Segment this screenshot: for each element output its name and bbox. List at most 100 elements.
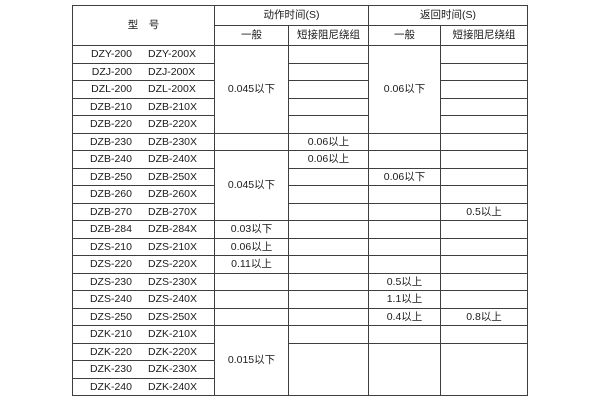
model-name: DZB-210X — [147, 100, 198, 113]
model-pair: DZL-200 DZL-200X — [74, 83, 214, 95]
return-general-cell: 0.4以上 — [368, 307, 441, 326]
action-damped-cell — [288, 255, 369, 274]
action-damped-cell — [288, 290, 369, 309]
table-row: DZB-270 DZB-270X 0.5以上 — [72, 202, 528, 221]
model-name: DZB-250 — [89, 170, 132, 183]
action-time-group-header: 动作时间(S) — [214, 5, 369, 26]
model-cell: DZB-260 DZB-260X — [72, 185, 215, 204]
model-name: DZS-250 — [89, 310, 132, 323]
model-name: DZB-270 — [89, 205, 132, 218]
table-row: DZS-230 DZS-230X 0.5以上 — [72, 272, 528, 291]
return-damped-cell — [440, 62, 528, 81]
model-pair: DZS-250 DZS-250X — [74, 310, 214, 323]
model-name: DZK-240 — [89, 380, 132, 393]
model-pair: DZB-260 DZB-260X — [74, 189, 214, 200]
table-row: DZK-220 DZK-220X — [72, 342, 528, 396]
model-pair: DZS-220 DZS-220X — [74, 259, 214, 270]
action-general-cell — [214, 307, 289, 326]
model-pair: DZB-230 DZB-230X — [74, 135, 214, 148]
return-general-cell — [368, 132, 441, 151]
model-pair: DZY-200 DZY-200X — [74, 48, 214, 60]
spec-table-body: DZY-200 DZY-200X 0.045以下 0.06以下 DZJ-200 DZJ-2… — [72, 45, 528, 396]
model-pair: DZB-284 DZB-284X — [74, 223, 214, 235]
model-pair: DZS-240 DZS-240X — [74, 293, 214, 305]
model-name: DZS-210 — [89, 240, 132, 253]
table-row: DZK-240 DZK-240X — [72, 377, 528, 396]
model-name: DZS-240 — [89, 293, 132, 305]
table-row: DZJ-200 DZJ-200X — [72, 62, 528, 81]
return-general-header: 一般 — [368, 25, 441, 46]
table-row: DZS-240 DZS-240X 1.1以上 — [72, 290, 528, 309]
action-general-cell: 0.03以下 — [214, 220, 289, 239]
model-name: DZB-284 — [89, 223, 132, 235]
model-name: DZS-230 — [89, 275, 132, 288]
return-damped-cell — [440, 132, 528, 151]
return-time-group-header: 返回时间(S) — [368, 5, 528, 26]
model-cell: DZB-230 DZB-230X — [72, 132, 215, 151]
action-damped-cell — [288, 97, 369, 116]
model-name: DZK-240X — [147, 380, 198, 393]
model-name: DZL-200 — [91, 83, 132, 95]
model-name: DZY-200 — [90, 48, 132, 60]
model-name: DZB-220 — [89, 118, 132, 130]
model-cell: DZB-220 DZB-220X — [72, 115, 215, 134]
return-damped-cell — [440, 150, 528, 169]
action-damped-cell — [288, 307, 369, 326]
model-name: DZK-210 — [89, 328, 132, 340]
return-damped-cell: 0.8以上 — [440, 307, 528, 326]
model-name: DZB-284X — [147, 223, 198, 235]
model-pair: DZS-230 DZS-230X — [74, 275, 214, 288]
model-cell: DZY-200 DZY-200X — [72, 45, 215, 64]
model-pair: DZK-230 DZK-230X — [74, 364, 214, 375]
model-pair: DZK-210 DZK-210X — [74, 328, 214, 340]
model-cell: DZJ-200 DZJ-200X — [72, 62, 215, 81]
return-general-cell: 1.1以上 — [368, 290, 441, 309]
action-damped-cell: 0.06以上 — [288, 150, 369, 169]
model-name: DZS-250X — [147, 310, 198, 323]
return-damped-cell — [440, 342, 528, 396]
return-damped-cell — [440, 97, 528, 116]
table-row: DZY-200 DZY-200X 0.045以下 0.06以下 — [72, 45, 528, 134]
table-row: DZL-200 DZL-200X — [72, 80, 528, 99]
table-row: DZB-210 DZB-210X — [72, 97, 528, 116]
model-cell: DZB-284 DZB-284X — [72, 220, 215, 239]
action-damped-cell — [288, 342, 369, 396]
action-general-cell — [214, 272, 289, 291]
model-pair: DZB-210 DZB-210X — [74, 100, 214, 113]
table-row: DZK-210 DZK-210X 0.015以下 — [72, 325, 528, 396]
model-name: DZJ-200X — [148, 65, 196, 78]
return-damped-cell — [440, 115, 528, 134]
model-name: DZJ-200 — [91, 65, 132, 78]
model-name: DZB-210 — [89, 100, 132, 113]
return-general-cell — [368, 185, 441, 204]
model-name: DZY-200X — [148, 48, 197, 60]
return-general-cell — [368, 342, 441, 396]
return-damped-cell — [440, 272, 528, 291]
model-pair: DZK-240 DZK-240X — [74, 380, 214, 393]
return-damped-cell — [440, 325, 528, 344]
action-damped-cell — [288, 272, 369, 291]
table-row: DZB-230 DZB-230X 0.06以上 — [72, 132, 528, 151]
return-general-cell — [368, 220, 441, 239]
table-row: DZB-260 DZB-260X — [72, 185, 528, 204]
model-cell: DZL-200 DZL-200X — [72, 80, 215, 99]
model-name: DZB-270X — [147, 205, 198, 218]
return-damped-cell — [440, 237, 528, 256]
model-cell: DZS-240 DZS-240X — [72, 290, 215, 309]
model-cell: DZB-210 DZB-210X — [72, 97, 215, 116]
model-cell: DZK-220 DZK-220X — [72, 342, 215, 361]
return-damped-cell — [440, 167, 528, 186]
model-name: DZK-220 — [89, 345, 132, 358]
model-name: DZS-240X — [147, 293, 198, 305]
return-general-cell — [368, 255, 441, 274]
model-name: DZB-240 — [89, 153, 132, 165]
return-general-cell — [368, 237, 441, 256]
model-column-header: 型 号 — [72, 5, 215, 46]
model-cell: DZB-250 DZB-250X — [72, 167, 215, 186]
table-row: DZS-250 DZS-250X 0.4以上 0.8以上 — [72, 307, 528, 326]
model-name: DZB-230X — [147, 135, 198, 148]
model-cell: DZS-250 DZS-250X — [72, 307, 215, 326]
model-cell: DZK-210 DZK-210X — [72, 325, 215, 344]
return-damped-cell — [440, 45, 528, 64]
model-cell: DZS-220 DZS-220X — [72, 255, 215, 274]
